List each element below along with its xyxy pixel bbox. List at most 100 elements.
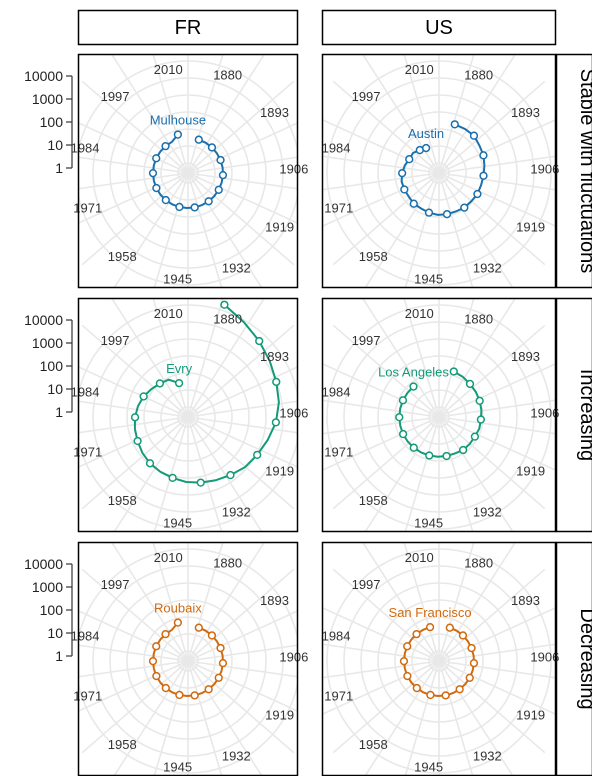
radial-axis-tick-label: 1: [55, 648, 63, 664]
angular-gridline: [438, 298, 516, 418]
angular-gridline: [78, 121, 189, 174]
angular-gridline: [332, 660, 440, 754]
radial-axis-tick-label: 10: [47, 381, 63, 397]
angular-gridline: [364, 172, 440, 288]
angular-gridline: [322, 172, 440, 228]
radial-axis-tick-label: 100: [40, 602, 64, 618]
angular-gridline: [403, 298, 440, 418]
panel-fr-decreasing: 1880 1893 1906 1919 1932 1945 1958 1971 1984 1997…: [71, 541, 308, 776]
city-label: Roubaix: [154, 601, 202, 616]
angular-gridline: [187, 416, 298, 469]
angular-gridline: [81, 568, 189, 662]
city-label: Evry: [166, 361, 193, 376]
angular-gridline: [187, 568, 295, 662]
angular-gridline: [187, 121, 298, 174]
data-point: [161, 195, 170, 205]
angular-gridline: [187, 660, 223, 776]
data-point: [465, 379, 475, 389]
angle-tick-label: 1958: [108, 493, 137, 508]
angular-gridline: [403, 54, 440, 174]
angle-tick-label: 1945: [163, 759, 192, 774]
angular-gridline: [438, 416, 556, 435]
angular-gridline: [322, 660, 440, 679]
angle-tick-label: 1958: [359, 249, 388, 264]
angular-gridline: [364, 416, 440, 532]
angle-tick-label: 1971: [324, 688, 353, 703]
data-point: [168, 473, 177, 483]
angle-tick-label: 1984: [322, 385, 351, 400]
angular-gridline: [322, 416, 440, 472]
row-strip-label: Increasing: [576, 369, 592, 461]
angular-gridline: [438, 155, 556, 174]
data-point: [479, 151, 488, 160]
angle-tick-label: 1932: [473, 504, 502, 519]
angular-gridline: [187, 542, 224, 662]
angular-gridline: [332, 568, 440, 662]
angle-tick-label: 1919: [265, 707, 294, 722]
angular-gridline: [438, 118, 556, 174]
data-point: [190, 691, 199, 700]
angle-tick-label: 1958: [359, 737, 388, 752]
angular-gridline: [78, 416, 189, 469]
angle-tick-label: 1919: [516, 219, 545, 234]
data-point: [196, 478, 205, 487]
radial-axis-tick-label: 10000: [24, 312, 63, 328]
angle-tick-label: 1971: [73, 444, 102, 459]
data-point: [479, 171, 488, 180]
angular-gridline: [438, 660, 514, 776]
angular-gridline: [438, 80, 546, 174]
row-strip-label: Stable with fluctuations: [576, 69, 592, 274]
angle-tick-label: 1984: [322, 629, 351, 644]
angle-tick-label: 1997: [352, 89, 381, 104]
radial-axis-tick-label: 10000: [24, 68, 63, 84]
angle-tick-label: 1932: [473, 748, 502, 763]
angle-tick-label: 2010: [154, 62, 183, 77]
data-point: [190, 203, 199, 212]
data-point: [152, 671, 161, 681]
data-point: [194, 135, 203, 144]
data-point: [399, 657, 409, 666]
angular-gridline: [438, 399, 556, 418]
angular-gridline: [113, 416, 189, 532]
data-point: [442, 210, 452, 219]
city-label: San Francisco: [389, 605, 472, 620]
angular-gridline: [78, 156, 189, 174]
data-point: [412, 629, 421, 639]
angle-tick-label: 1906: [279, 405, 308, 420]
data-point: [173, 130, 183, 139]
angular-gridline: [404, 416, 440, 532]
angle-tick-label: 1997: [352, 333, 381, 348]
angular-gridline: [187, 172, 223, 288]
angular-gridline: [81, 80, 189, 174]
data-point: [469, 658, 479, 668]
angular-gridline: [111, 54, 189, 174]
panel-border: [77, 53, 299, 289]
column-strip: [321, 9, 557, 46]
data-point: [175, 690, 184, 700]
row-strip: [555, 541, 592, 776]
data-point: [175, 202, 184, 212]
angle-tick-label: 1945: [414, 515, 443, 530]
angle-tick-label: 2010: [154, 306, 183, 321]
data-point: [226, 470, 235, 480]
angle-tick-label: 1880: [213, 68, 242, 83]
angular-gridline: [187, 644, 298, 662]
data-point: [218, 658, 228, 668]
angular-gridline: [187, 172, 295, 266]
data-point: [460, 203, 469, 212]
angular-gridline: [111, 542, 189, 662]
angular-gridline: [81, 416, 189, 510]
angle-tick-label: 1984: [71, 141, 100, 156]
angular-gridline: [78, 644, 189, 662]
panel-fr-stable-with-fluctuations: 1880 1893 1906 1919 1932 1945 1958 1971 1984 1997…: [71, 53, 308, 289]
data-point: [214, 673, 223, 682]
angular-gridline: [438, 54, 516, 174]
data-point: [161, 629, 170, 639]
radial-axis-tick-label: 100: [40, 358, 64, 374]
data-point: [216, 643, 225, 653]
angle-tick-label: 1880: [213, 556, 242, 571]
data-point: [139, 392, 148, 401]
angular-gridline: [187, 660, 298, 713]
angular-gridline: [153, 660, 189, 776]
angle-tick-label: 1945: [414, 759, 443, 774]
